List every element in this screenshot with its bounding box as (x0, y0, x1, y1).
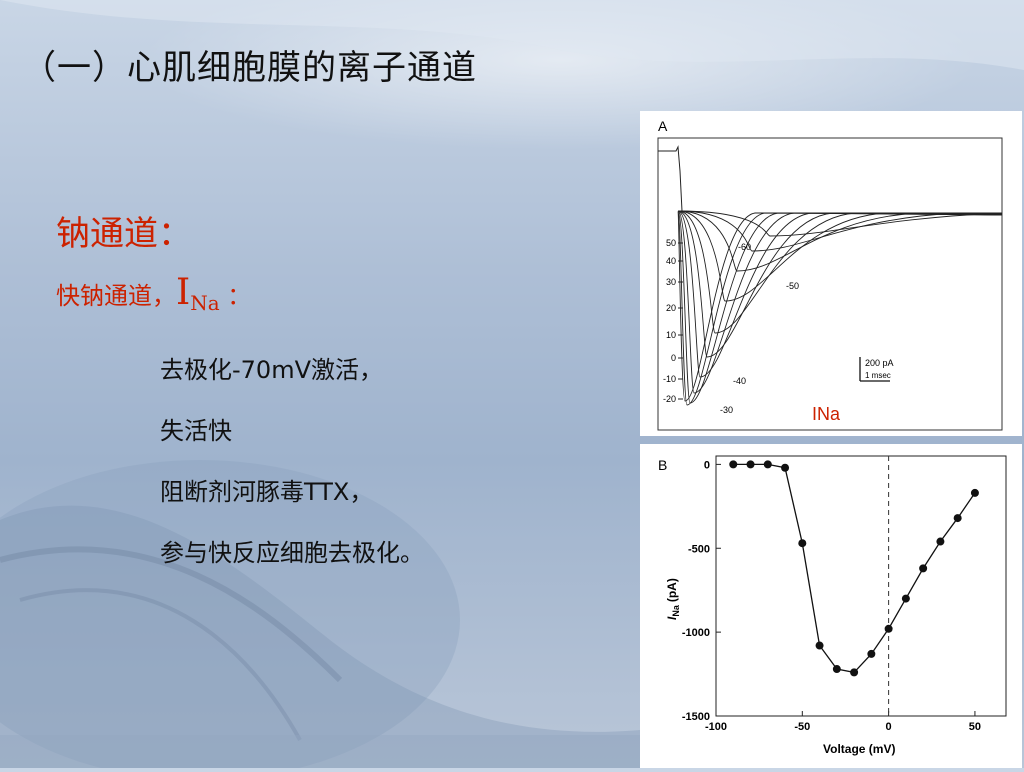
y-tick-label: 30 (666, 277, 676, 287)
bullet-line: 参与快反应细胞去极化。 (160, 539, 424, 567)
data-point (901, 594, 910, 603)
y-tick-label: 10 (666, 330, 676, 340)
x-axis-label: Voltage (mV) (823, 742, 895, 756)
data-point (798, 539, 807, 548)
data-point (729, 460, 738, 469)
current-trace (677, 210, 1002, 394)
x-tick-label: 50 (969, 721, 981, 733)
current-trace (677, 210, 1003, 237)
current-trace (677, 210, 1002, 402)
trace-label: -60 (738, 242, 751, 252)
iv-curve-line (733, 463, 976, 674)
y-tick-label: 20 (666, 303, 676, 313)
y-tick-label: 40 (666, 256, 676, 266)
series-points (729, 460, 979, 677)
svg-text:INa(pA): INa (pA) (665, 578, 681, 620)
bullet-line: 去极化-70mV激活， (160, 356, 383, 384)
x-tick-label: 0 (886, 721, 892, 733)
subheading-subscript: Na (190, 291, 220, 315)
x-tick-label: -50 (794, 721, 810, 733)
current-trace (677, 210, 1003, 378)
y-tick-label: 0 (671, 353, 676, 363)
subheading: 快钠通道，INa ： (56, 272, 251, 315)
subheading-suffix: ： (219, 282, 252, 310)
current-trace (677, 210, 1003, 404)
y-tick-label: -500 (688, 543, 710, 555)
bullet-line: 阻断剂河豚毒TTX， (160, 478, 374, 506)
figure-a-traces (658, 145, 1003, 406)
current-trace (677, 210, 1003, 406)
data-point (970, 488, 979, 497)
current-trace (677, 210, 1003, 272)
figure-b-iv-curve: B -100 -50 0 50 0 -500 -1000 -1500 Voltage (mV)… (640, 444, 1022, 768)
data-point (815, 641, 824, 650)
current-trace (677, 210, 1003, 358)
figure-b-svg: B -100 -50 0 500-500-1000-1500 Voltage (mV)… (658, 455, 1007, 756)
section-heading: 钠通道： (56, 214, 192, 254)
y-tick-label: 0 (704, 459, 710, 471)
plot-frame (715, 455, 1007, 717)
figure-b-panel-label: B (658, 457, 667, 473)
bullet-line: 失活快 (160, 417, 232, 445)
trace-label: -30 (720, 405, 733, 415)
y-tick-label: -1000 (682, 627, 710, 639)
slide-title: （一）心肌细胞膜的离子通道 (22, 48, 477, 88)
capacitive-transient (658, 145, 683, 212)
trace-label: -40 (733, 376, 746, 386)
data-point (746, 460, 755, 469)
data-point (919, 564, 928, 573)
y-tick-label: -1500 (682, 711, 710, 723)
y-axis-symbol: I (665, 616, 679, 620)
scale-bar-current: 200 pA (865, 358, 894, 368)
figure-a-y-ticks: 50 40 30 20 10 0 -10 -20 (663, 238, 683, 404)
figure-a-frame (657, 137, 1003, 431)
data-point (953, 514, 962, 523)
figure-a-svg: A 50 40 30 20 10 0 -10 -20 -60 -50 -40 -30 200 … (657, 118, 1003, 431)
current-trace (677, 210, 1002, 334)
y-tick-label: -10 (663, 374, 676, 384)
subheading-symbol: I (176, 272, 191, 313)
y-tick-label: -20 (663, 394, 676, 404)
figure-a-caption: INa (812, 404, 841, 424)
y-axis-subscript: Na (671, 604, 681, 616)
subheading-prefix: 快钠通道， (56, 282, 176, 310)
plot-axes: -100 -50 0 500-500-1000-1500 (682, 456, 981, 733)
data-point (832, 665, 841, 674)
y-axis-label: INa (pA) (665, 578, 681, 620)
data-point (850, 668, 859, 677)
data-point (884, 624, 893, 633)
x-tick-label: -100 (705, 721, 727, 733)
figure-a-current-traces: A 50 40 30 20 10 0 -10 -20 -60 -50 -40 -30 200 … (640, 111, 1022, 436)
data-point (936, 537, 945, 546)
y-tick-label: 50 (666, 238, 676, 248)
current-trace (677, 210, 1003, 302)
scale-bar-time: 1 msec (865, 371, 891, 380)
data-point (781, 463, 790, 472)
trace-label: -50 (786, 281, 799, 291)
data-point (763, 460, 772, 469)
y-axis-unit: (pA) (665, 578, 679, 602)
data-point (867, 649, 876, 658)
current-trace (677, 210, 1002, 252)
figure-a-panel-label: A (658, 118, 668, 134)
series-line (733, 463, 976, 674)
